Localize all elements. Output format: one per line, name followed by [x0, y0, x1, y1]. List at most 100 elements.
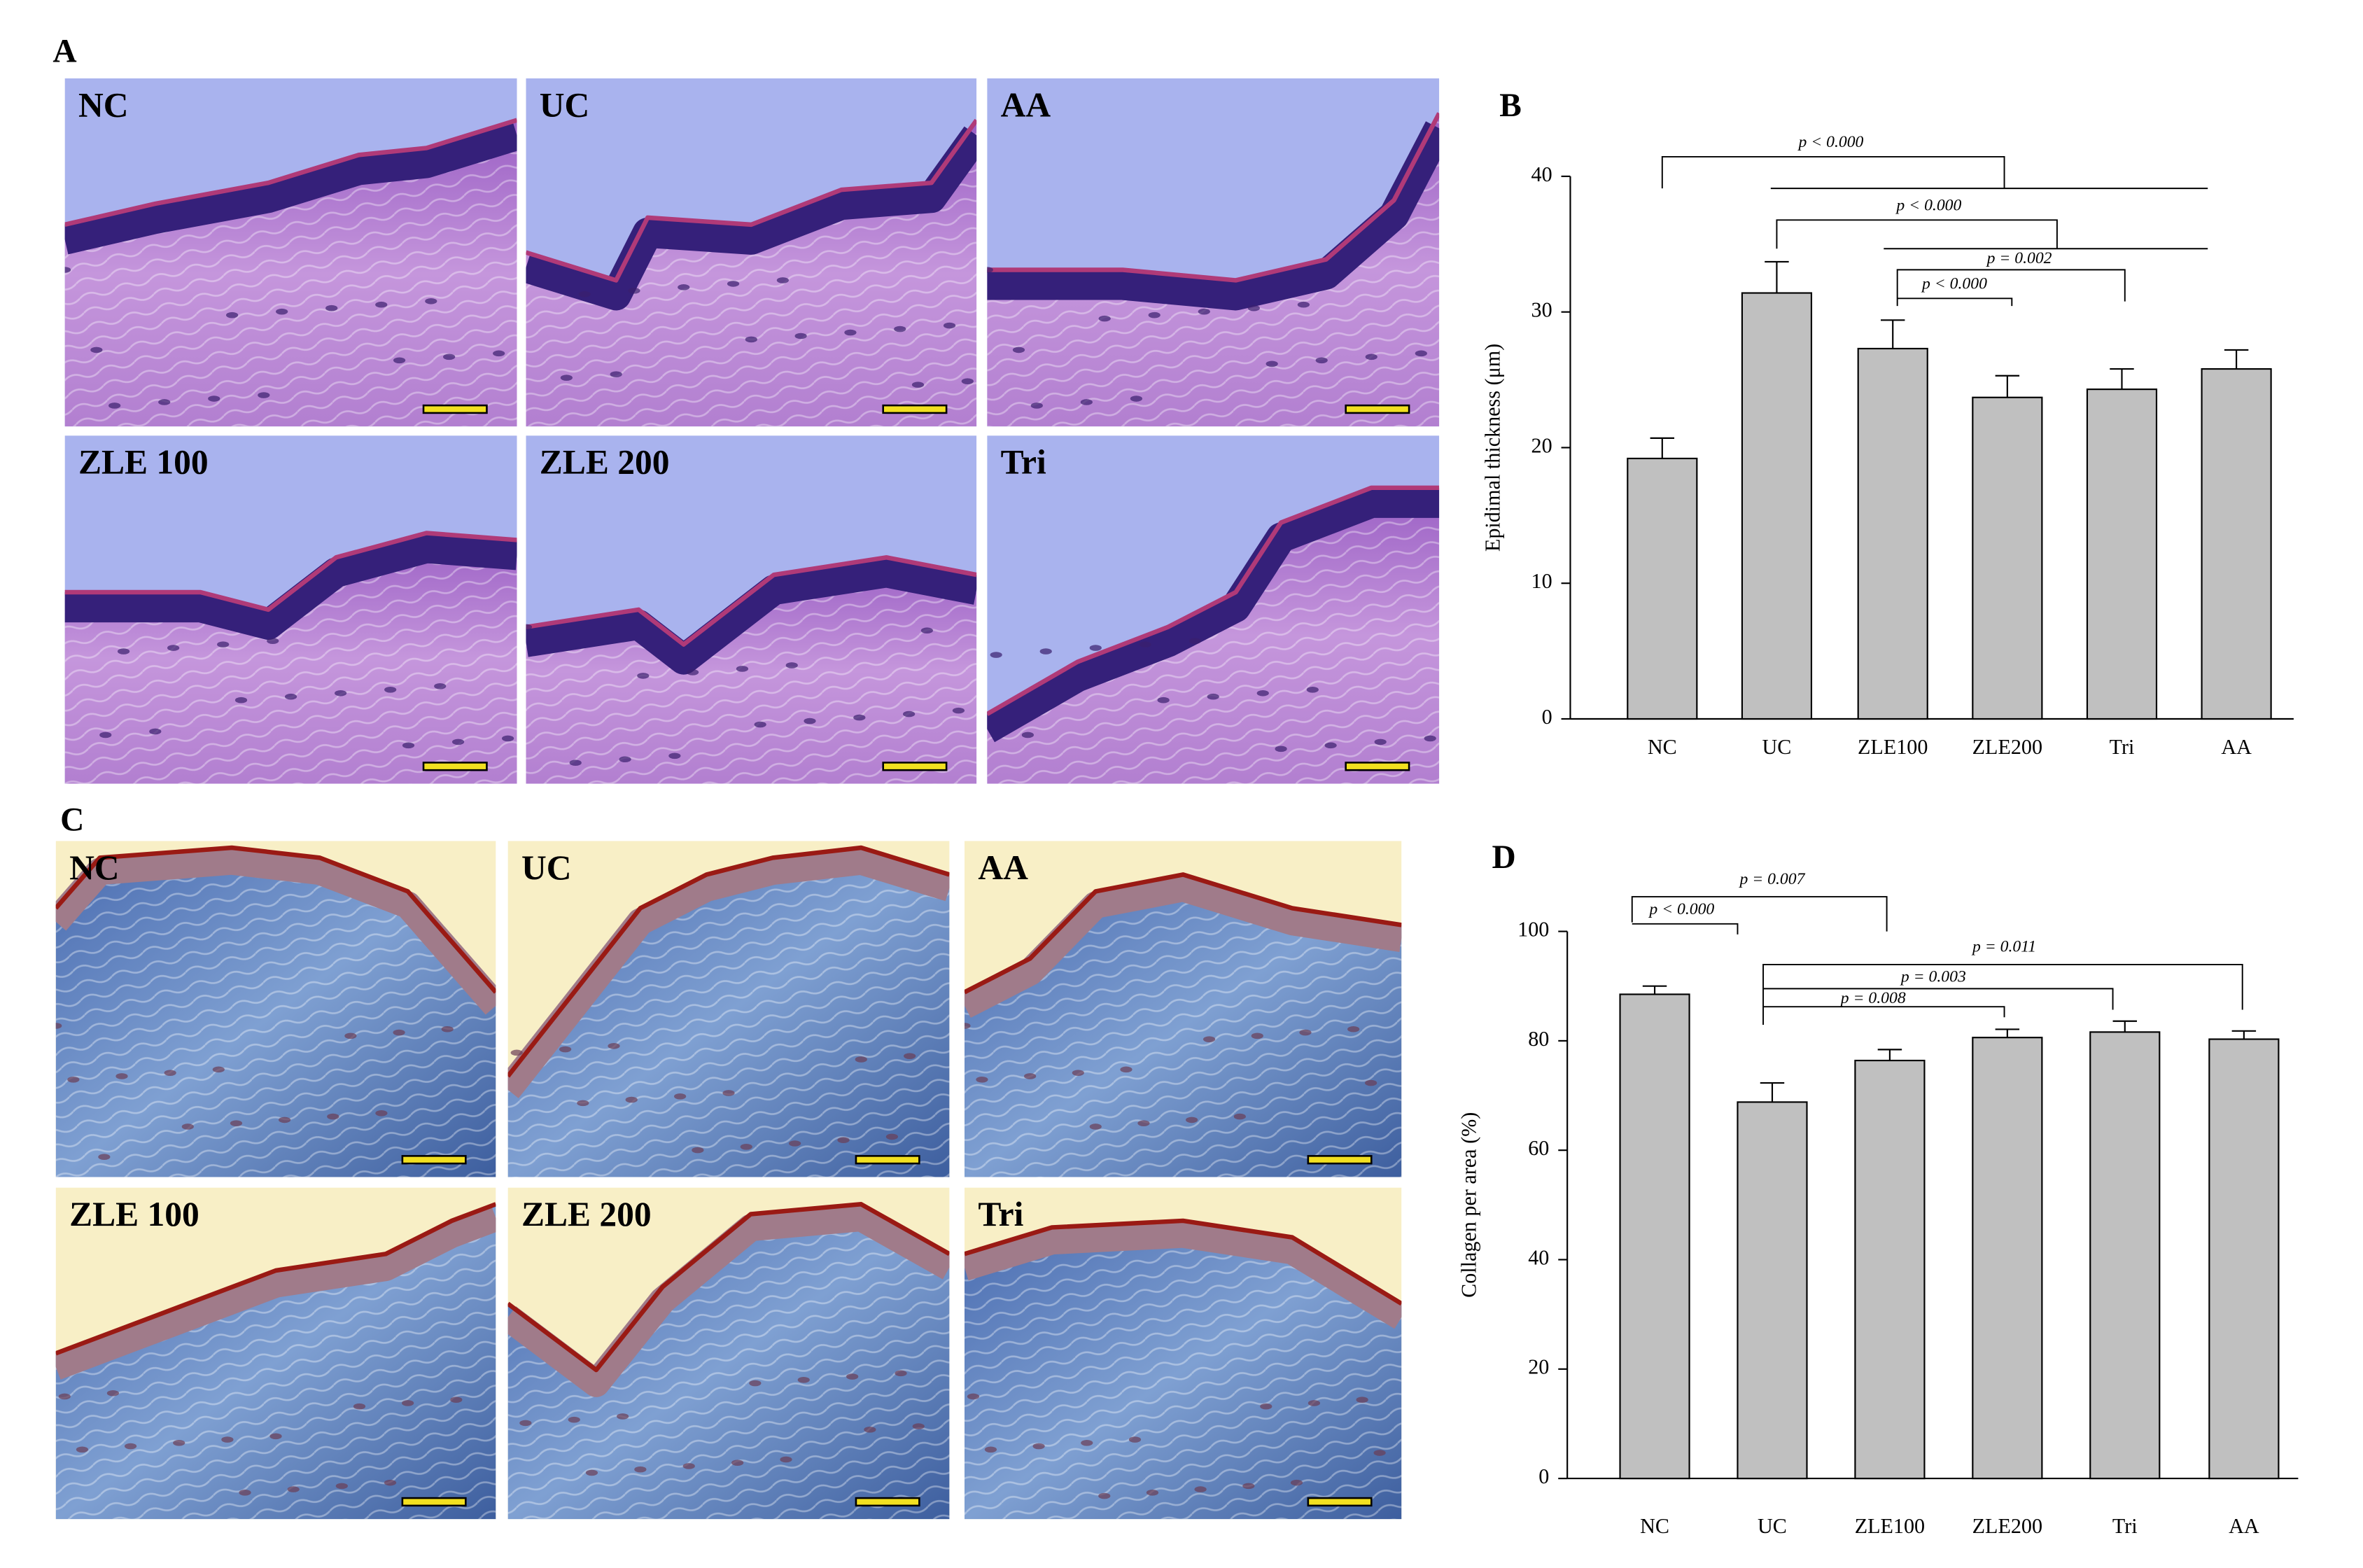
epidermis: [964, 874, 1402, 1018]
nucleus: [221, 1436, 234, 1443]
scale-bar: [401, 1155, 467, 1165]
stratum-corneum: [987, 485, 1440, 716]
nucleus: [375, 301, 388, 308]
nucleus: [106, 1390, 120, 1396]
nucleus: [559, 1046, 572, 1053]
nucleus: [98, 1154, 111, 1161]
nucleus: [903, 710, 916, 718]
bar: [1972, 396, 2043, 720]
image-label: UC: [540, 85, 590, 124]
image-content: [964, 841, 1402, 1177]
nucleus: [668, 752, 681, 760]
image-content: [55, 841, 496, 1177]
nucleus: [1137, 1120, 1150, 1126]
nucleus: [344, 1032, 357, 1040]
image-content: [526, 78, 977, 427]
image-label: AA: [978, 848, 1028, 887]
epidermis: [526, 557, 977, 675]
nucleus: [443, 354, 456, 360]
nucleus: [99, 732, 112, 738]
epidermis: [507, 1204, 950, 1397]
nucleus: [1260, 1403, 1272, 1410]
nucleus: [1306, 686, 1319, 693]
nucleus: [964, 1023, 971, 1029]
nucleus: [76, 1446, 89, 1453]
image-content: [507, 1187, 950, 1520]
significance-bracket: [1763, 988, 2114, 1010]
nucleus: [1275, 746, 1287, 752]
nucleus: [1186, 1116, 1198, 1124]
image-content: [964, 1187, 1402, 1520]
x-tick-label: AA: [2221, 735, 2252, 759]
nucleus: [1251, 1032, 1263, 1040]
significance-bracket: [1763, 1006, 2005, 1018]
nucleus: [208, 396, 220, 402]
histology-image: AA: [987, 78, 1440, 427]
epidermis: [55, 1205, 496, 1380]
nucleus: [55, 1023, 62, 1029]
fibers: [55, 847, 496, 1177]
nucleus: [384, 1479, 397, 1486]
nucleus: [1347, 1026, 1360, 1032]
nucleus: [353, 1403, 366, 1410]
stratum-corneum: [526, 555, 977, 647]
nucleus: [789, 1140, 801, 1147]
nucleus: [519, 1420, 532, 1427]
stratum-corneum: [987, 112, 1440, 283]
image-label: ZLE 200: [521, 1195, 652, 1233]
histology-image: NC: [55, 841, 496, 1177]
nucleus: [780, 1456, 792, 1463]
y-tick-label: 60: [1528, 1136, 1549, 1160]
nucleus: [115, 1073, 128, 1079]
nucleus: [1373, 1450, 1386, 1456]
bar: [1854, 1059, 1926, 1480]
p-value-label: p < 0.000: [1648, 900, 1714, 918]
fibers: [507, 1204, 950, 1520]
histology-image: UC: [526, 78, 977, 427]
x-tick-label: ZLE100: [1858, 735, 1928, 759]
image-label: ZLE 100: [69, 1195, 199, 1233]
nucleus: [617, 1413, 629, 1420]
p-value-label: p = 0.002: [1986, 249, 2052, 267]
y-tick-label: 40: [1531, 162, 1552, 186]
nucleus: [736, 666, 749, 672]
stratum-corneum: [507, 845, 950, 1078]
nucleus: [501, 735, 514, 742]
epidermis: [526, 126, 977, 311]
nucleus: [853, 714, 866, 721]
nucleus: [64, 267, 71, 273]
nucleus: [692, 1147, 704, 1154]
nucleus: [450, 1396, 463, 1404]
significance-bracket: [1896, 269, 2126, 307]
nucleus: [375, 1110, 388, 1116]
nucleus: [754, 721, 766, 728]
nucleus: [434, 683, 447, 690]
nucleus: [149, 728, 162, 735]
nucleus: [1247, 304, 1260, 312]
scale-bar: [882, 762, 948, 771]
nucleus: [911, 382, 925, 388]
bar: [2201, 368, 2272, 720]
nucleus: [1080, 399, 1093, 405]
nucleus: [212, 1066, 225, 1073]
nucleus: [239, 1490, 251, 1496]
bar: [2086, 388, 2158, 720]
nucleus: [904, 1053, 916, 1059]
image-content: [507, 841, 950, 1177]
nucleus: [1130, 396, 1143, 402]
nucleus: [384, 686, 397, 693]
epidermis: [987, 487, 1440, 743]
histology-image: ZLE 100: [64, 435, 517, 784]
significance-bracket: [1762, 963, 2243, 1026]
nucleus: [425, 298, 437, 304]
nucleus: [634, 1466, 647, 1473]
nucleus: [58, 1393, 71, 1400]
panel-label: C: [60, 802, 84, 838]
nucleus: [1072, 1070, 1084, 1076]
nucleus: [441, 1026, 454, 1032]
nucleus: [912, 1423, 925, 1429]
histology-image: ZLE 100: [55, 1187, 496, 1520]
nucleus: [67, 1076, 80, 1083]
bar: [1972, 1037, 2043, 1480]
nucleus: [287, 1486, 300, 1492]
